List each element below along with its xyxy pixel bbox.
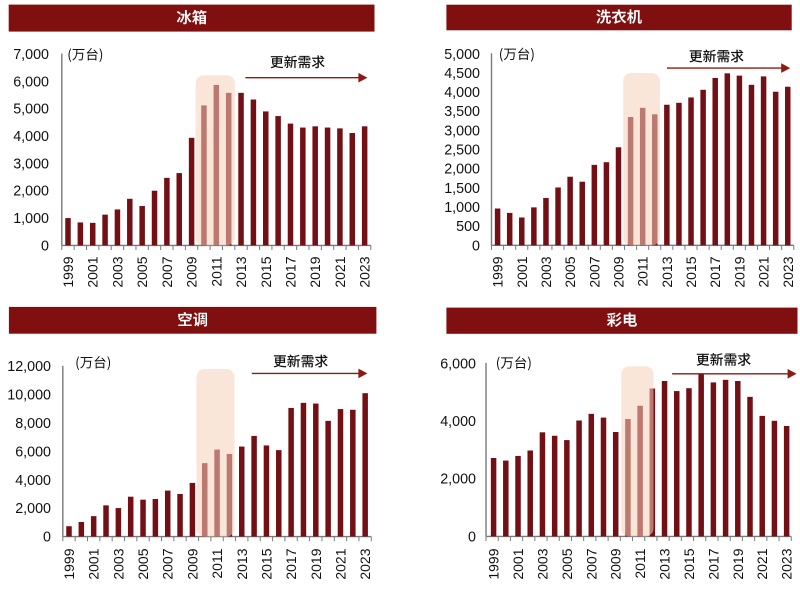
svg-text:6,000: 6,000 xyxy=(13,74,49,90)
svg-text:2017: 2017 xyxy=(705,548,721,579)
svg-text:2009: 2009 xyxy=(184,256,200,287)
svg-text:3,000: 3,000 xyxy=(444,123,480,139)
svg-text:2019: 2019 xyxy=(308,548,324,579)
svg-text:2001: 2001 xyxy=(85,256,101,287)
svg-text:2007: 2007 xyxy=(586,256,602,287)
svg-text:0: 0 xyxy=(43,530,51,546)
svg-text:5,000: 5,000 xyxy=(13,102,49,118)
svg-text:2005: 2005 xyxy=(135,548,151,579)
svg-text:2021: 2021 xyxy=(333,548,349,579)
svg-text:2019: 2019 xyxy=(730,548,746,579)
svg-text:2013: 2013 xyxy=(234,548,250,579)
svg-text:2005: 2005 xyxy=(559,548,575,579)
svg-text:2009: 2009 xyxy=(611,256,627,287)
svg-text:2011: 2011 xyxy=(632,548,648,578)
svg-text:1999: 1999 xyxy=(60,256,76,287)
svg-text:4,500: 4,500 xyxy=(444,66,480,82)
svg-text:2019: 2019 xyxy=(731,256,747,287)
svg-text:2001: 2001 xyxy=(86,548,102,579)
svg-text:2011: 2011 xyxy=(635,256,651,286)
svg-text:2015: 2015 xyxy=(258,256,274,287)
svg-text:2009: 2009 xyxy=(184,548,200,579)
svg-text:2017: 2017 xyxy=(707,256,723,287)
svg-text:2023: 2023 xyxy=(357,548,373,579)
svg-text:2013: 2013 xyxy=(659,256,675,287)
svg-text:2011: 2011 xyxy=(209,548,225,578)
svg-text:3,500: 3,500 xyxy=(444,104,480,120)
svg-text:2003: 2003 xyxy=(109,256,125,287)
svg-text:3,000: 3,000 xyxy=(13,156,49,172)
svg-text:2009: 2009 xyxy=(608,548,624,579)
svg-text:2015: 2015 xyxy=(681,548,697,579)
svg-text:2001: 2001 xyxy=(510,548,526,579)
svg-text:2023: 2023 xyxy=(780,256,796,287)
svg-text:2001: 2001 xyxy=(514,256,530,287)
svg-text:0: 0 xyxy=(41,238,49,254)
svg-text:2019: 2019 xyxy=(307,256,323,287)
svg-text:4,000: 4,000 xyxy=(13,129,49,145)
svg-text:2021: 2021 xyxy=(756,256,772,287)
svg-text:2023: 2023 xyxy=(357,256,373,287)
svg-text:2015: 2015 xyxy=(258,548,274,579)
svg-text:1,000: 1,000 xyxy=(13,211,49,227)
svg-text:2023: 2023 xyxy=(779,548,795,579)
svg-text:2003: 2003 xyxy=(110,548,126,579)
svg-text:1999: 1999 xyxy=(486,548,502,579)
svg-text:500: 500 xyxy=(456,219,480,235)
svg-text:2015: 2015 xyxy=(683,256,699,287)
svg-text:0: 0 xyxy=(468,529,476,545)
svg-text:2017: 2017 xyxy=(283,256,299,287)
svg-text:10,000: 10,000 xyxy=(7,388,51,404)
svg-text:12,000: 12,000 xyxy=(7,359,51,375)
svg-text:2021: 2021 xyxy=(332,256,348,287)
svg-text:2,000: 2,000 xyxy=(15,501,51,517)
svg-text:2013: 2013 xyxy=(233,256,249,287)
svg-text:2005: 2005 xyxy=(562,256,578,287)
svg-text:1999: 1999 xyxy=(490,256,506,287)
svg-text:1999: 1999 xyxy=(61,548,77,579)
svg-text:2005: 2005 xyxy=(134,256,150,287)
svg-text:2003: 2003 xyxy=(534,548,550,579)
svg-text:0: 0 xyxy=(472,238,480,254)
svg-text:4,000: 4,000 xyxy=(440,414,476,430)
svg-text:2003: 2003 xyxy=(538,256,554,287)
svg-text:2007: 2007 xyxy=(583,548,599,579)
svg-text:1,500: 1,500 xyxy=(444,181,480,197)
svg-text:4,000: 4,000 xyxy=(15,473,51,489)
svg-text:5,000: 5,000 xyxy=(444,47,480,63)
svg-text:2,000: 2,000 xyxy=(13,184,49,200)
svg-text:8,000: 8,000 xyxy=(15,416,51,432)
svg-text:7,000: 7,000 xyxy=(13,47,49,63)
svg-text:2,000: 2,000 xyxy=(440,472,476,488)
svg-text:4,000: 4,000 xyxy=(444,85,480,101)
svg-text:6,000: 6,000 xyxy=(440,356,476,372)
svg-text:2007: 2007 xyxy=(160,548,176,579)
svg-text:2017: 2017 xyxy=(283,548,299,579)
svg-text:2013: 2013 xyxy=(657,548,673,579)
svg-text:2021: 2021 xyxy=(754,548,770,579)
svg-text:2,500: 2,500 xyxy=(444,143,480,159)
svg-text:6,000: 6,000 xyxy=(15,444,51,460)
svg-text:1,000: 1,000 xyxy=(444,200,480,216)
svg-text:2011: 2011 xyxy=(208,256,224,286)
svg-text:2007: 2007 xyxy=(159,256,175,287)
svg-text:2,000: 2,000 xyxy=(444,162,480,178)
